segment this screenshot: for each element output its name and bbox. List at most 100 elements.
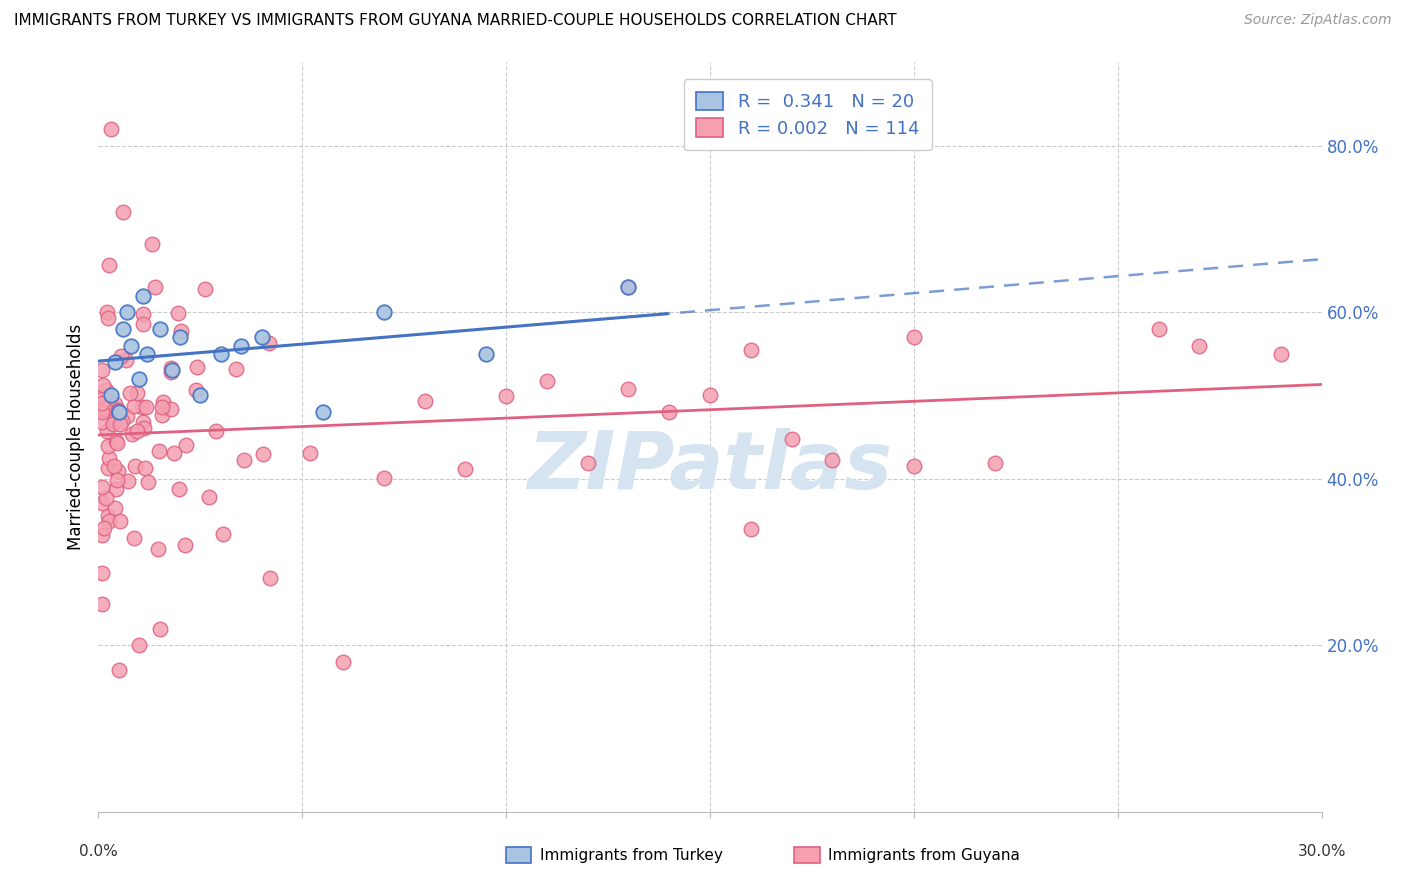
Point bbox=[91, 480, 114, 494]
Point bbox=[98, 395, 121, 409]
Text: Immigrants from Turkey: Immigrants from Turkey bbox=[540, 848, 723, 863]
Point bbox=[152, 394, 174, 409]
Point bbox=[104, 397, 127, 411]
Point bbox=[259, 336, 281, 351]
Point bbox=[132, 415, 155, 429]
Point bbox=[141, 237, 163, 252]
Point bbox=[148, 444, 170, 458]
Point bbox=[143, 280, 166, 294]
Point bbox=[91, 363, 114, 377]
Point bbox=[454, 462, 477, 476]
Point bbox=[1188, 338, 1211, 352]
Point bbox=[121, 427, 143, 442]
Point bbox=[103, 501, 125, 516]
Point bbox=[232, 453, 254, 467]
Point bbox=[212, 526, 235, 541]
Point bbox=[91, 396, 114, 410]
Point bbox=[94, 402, 117, 417]
Point bbox=[91, 415, 114, 429]
Point bbox=[97, 509, 120, 524]
Point bbox=[104, 415, 127, 429]
Point bbox=[115, 353, 138, 368]
Point bbox=[135, 400, 157, 414]
Point bbox=[105, 483, 128, 497]
Point bbox=[128, 372, 150, 386]
Point bbox=[91, 377, 114, 392]
Legend: R =  0.341   N = 20, R = 0.002   N = 114: R = 0.341 N = 20, R = 0.002 N = 114 bbox=[683, 79, 932, 150]
Point bbox=[93, 521, 115, 535]
Point bbox=[115, 409, 138, 423]
Point bbox=[169, 330, 191, 344]
Point bbox=[93, 392, 115, 406]
Point bbox=[169, 482, 191, 496]
Point bbox=[94, 384, 117, 398]
Point bbox=[225, 362, 247, 376]
Point bbox=[152, 400, 174, 414]
Point bbox=[105, 473, 128, 487]
Point bbox=[658, 404, 681, 418]
Point bbox=[474, 347, 498, 361]
Point bbox=[780, 432, 803, 446]
Text: IMMIGRANTS FROM TURKEY VS IMMIGRANTS FROM GUYANA MARRIED-COUPLE HOUSEHOLDS CORRE: IMMIGRANTS FROM TURKEY VS IMMIGRANTS FRO… bbox=[14, 13, 897, 29]
Point bbox=[110, 349, 132, 363]
Text: 30.0%: 30.0% bbox=[1298, 845, 1346, 859]
Point bbox=[124, 399, 146, 413]
Text: 0.0%: 0.0% bbox=[79, 845, 118, 859]
Point bbox=[174, 438, 197, 452]
Point bbox=[740, 343, 762, 357]
Y-axis label: Married-couple Households: Married-couple Households bbox=[66, 324, 84, 550]
Point bbox=[105, 434, 128, 448]
Point bbox=[903, 458, 925, 473]
Point bbox=[91, 597, 114, 611]
Point bbox=[984, 456, 1007, 470]
Point bbox=[149, 622, 172, 636]
Point bbox=[111, 414, 134, 428]
Point bbox=[1270, 347, 1292, 361]
Point bbox=[98, 514, 121, 528]
Point bbox=[495, 389, 517, 403]
Point bbox=[117, 475, 139, 489]
Point bbox=[299, 446, 322, 460]
Point bbox=[159, 402, 181, 417]
Point bbox=[166, 305, 188, 319]
Point bbox=[127, 425, 149, 439]
Point bbox=[108, 515, 131, 529]
Point bbox=[148, 542, 170, 557]
Point bbox=[160, 366, 183, 380]
Point bbox=[1147, 322, 1170, 336]
Point bbox=[173, 538, 195, 552]
Point bbox=[413, 394, 436, 409]
Point bbox=[149, 322, 172, 336]
Point bbox=[163, 446, 186, 460]
Point bbox=[259, 571, 281, 585]
Point bbox=[100, 122, 122, 136]
Point bbox=[617, 280, 640, 294]
Point bbox=[188, 388, 212, 402]
Point bbox=[120, 338, 142, 352]
Point bbox=[128, 638, 150, 652]
Point bbox=[184, 383, 207, 397]
Point bbox=[186, 360, 208, 375]
Point bbox=[231, 338, 253, 352]
Point bbox=[98, 451, 121, 466]
Point bbox=[124, 459, 146, 474]
Point bbox=[205, 424, 228, 438]
Point bbox=[617, 280, 640, 294]
Point bbox=[312, 405, 335, 419]
Point bbox=[96, 304, 118, 318]
Point bbox=[108, 417, 131, 431]
Point bbox=[617, 382, 640, 396]
Point bbox=[903, 330, 925, 344]
Point bbox=[699, 387, 721, 401]
Point bbox=[197, 490, 219, 504]
Point bbox=[132, 288, 155, 302]
Point bbox=[101, 417, 124, 432]
Point bbox=[97, 439, 120, 453]
Point bbox=[134, 461, 156, 475]
Point bbox=[100, 388, 122, 402]
Point bbox=[111, 205, 134, 219]
Point bbox=[104, 355, 127, 369]
Point bbox=[134, 421, 156, 435]
Text: Immigrants from Guyana: Immigrants from Guyana bbox=[828, 848, 1019, 863]
Point bbox=[194, 282, 217, 296]
